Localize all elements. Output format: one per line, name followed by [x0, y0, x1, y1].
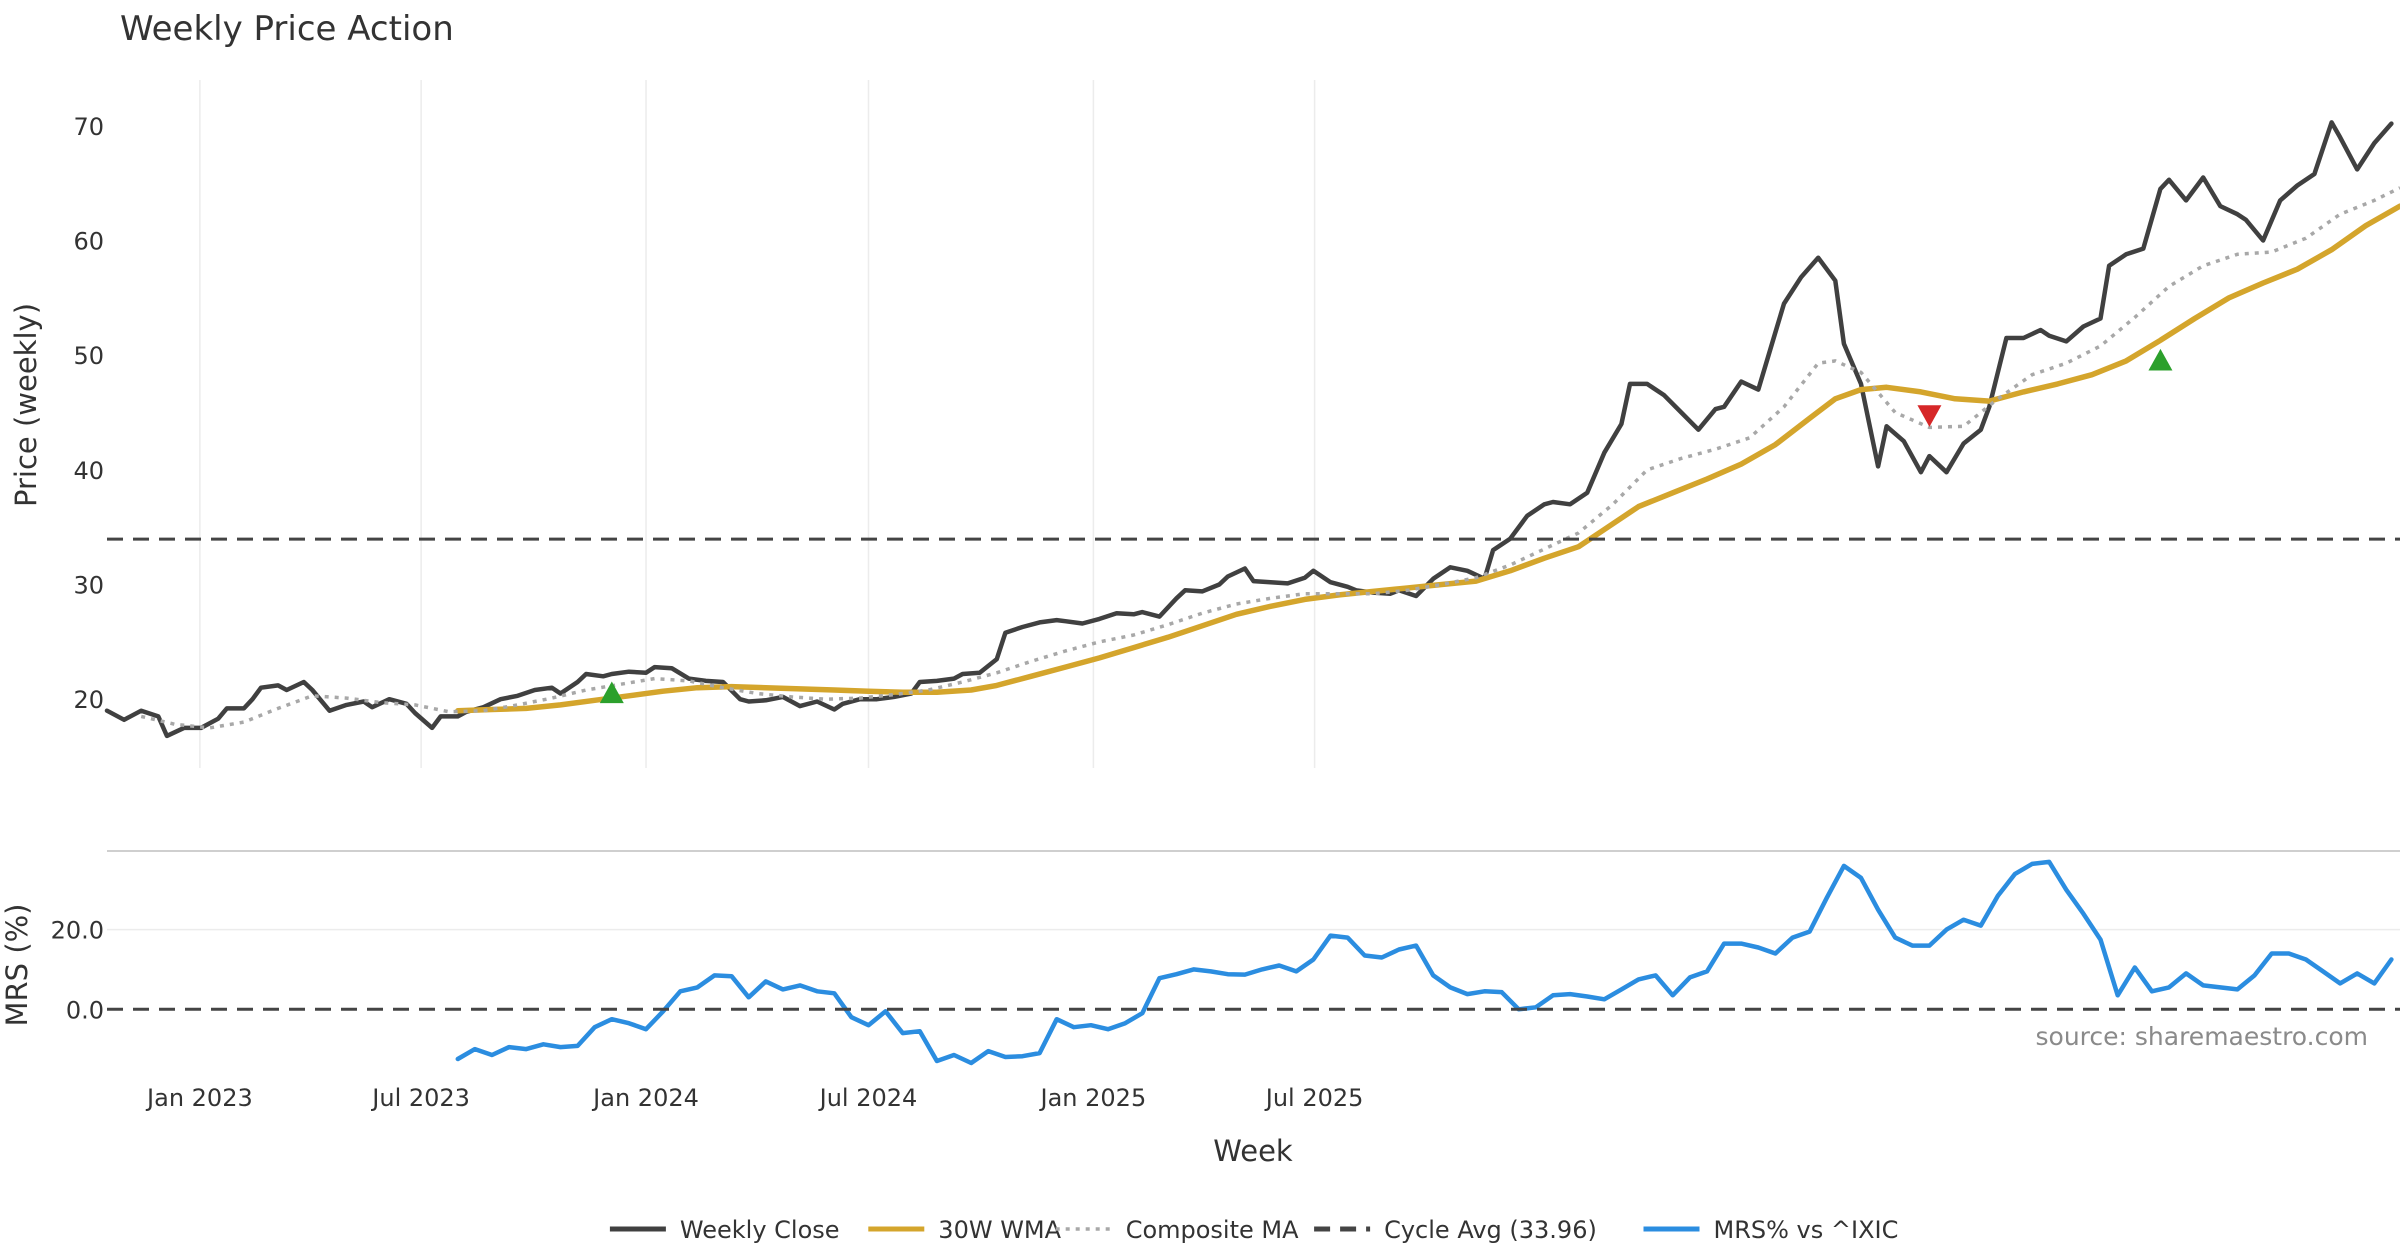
source-credit: source: sharemaestro.com: [2036, 1022, 2369, 1051]
mrs-y-axis-label: MRS (%): [0, 904, 34, 1027]
x-axis: Jan 2023 Jul 2023 Jan 2024 Jul 2024 Jan 2025…: [145, 1084, 1363, 1112]
price-y-tick-label: 20: [73, 686, 104, 714]
series-weekly-close: [104, 120, 2394, 739]
price-y-axis-label: Price (weekly): [9, 303, 43, 507]
mrs-y-tick-label: 0.0: [66, 996, 104, 1024]
series-30w-wma: [455, 203, 2400, 714]
x-tick-label: Jul 2024: [818, 1084, 918, 1112]
buy-signal-marker: [599, 681, 624, 704]
x-tick-label: Jul 2025: [1264, 1084, 1364, 1112]
price-y-tick-label: 30: [73, 572, 104, 600]
price-panel: 20 30 40 50 60 70: [73, 113, 2400, 739]
mrs-panel: 0.0 20.0: [51, 850, 2400, 1066]
series-composite-ma: [140, 186, 2400, 730]
price-y-tick-label: 50: [73, 342, 104, 370]
buy-signal-marker: [2148, 348, 2173, 371]
series-mrs-vs-ixic: [455, 859, 2394, 1066]
legend: Weekly Close 30W WMA Composite MA Cycle Avg…: [609, 1216, 1899, 1244]
price-y-tick-label: 40: [73, 457, 104, 485]
x-tick-label: Jan 2023: [145, 1084, 253, 1112]
sell-signal-marker: [1917, 405, 1942, 427]
x-tick-label: Jan 2024: [591, 1084, 699, 1112]
price-y-tick-label: 60: [73, 228, 104, 256]
x-gridlines: [199, 80, 1316, 768]
mrs-y-tick-label: 20.0: [51, 917, 104, 945]
legend-label: MRS% vs ^IXIC: [1714, 1216, 1899, 1244]
x-axis-label: Week: [1213, 1134, 1293, 1168]
legend-label: Composite MA: [1126, 1216, 1299, 1244]
x-tick-label: Jul 2023: [370, 1084, 470, 1112]
price-y-tick-label: 70: [73, 113, 104, 141]
legend-label: 30W WMA: [938, 1216, 1061, 1244]
legend-label: Weekly Close: [680, 1216, 840, 1244]
chart-title: Weekly Price Action: [120, 9, 454, 49]
x-tick-label: Jan 2025: [1039, 1084, 1147, 1112]
legend-label: Cycle Avg (33.96): [1384, 1216, 1597, 1244]
